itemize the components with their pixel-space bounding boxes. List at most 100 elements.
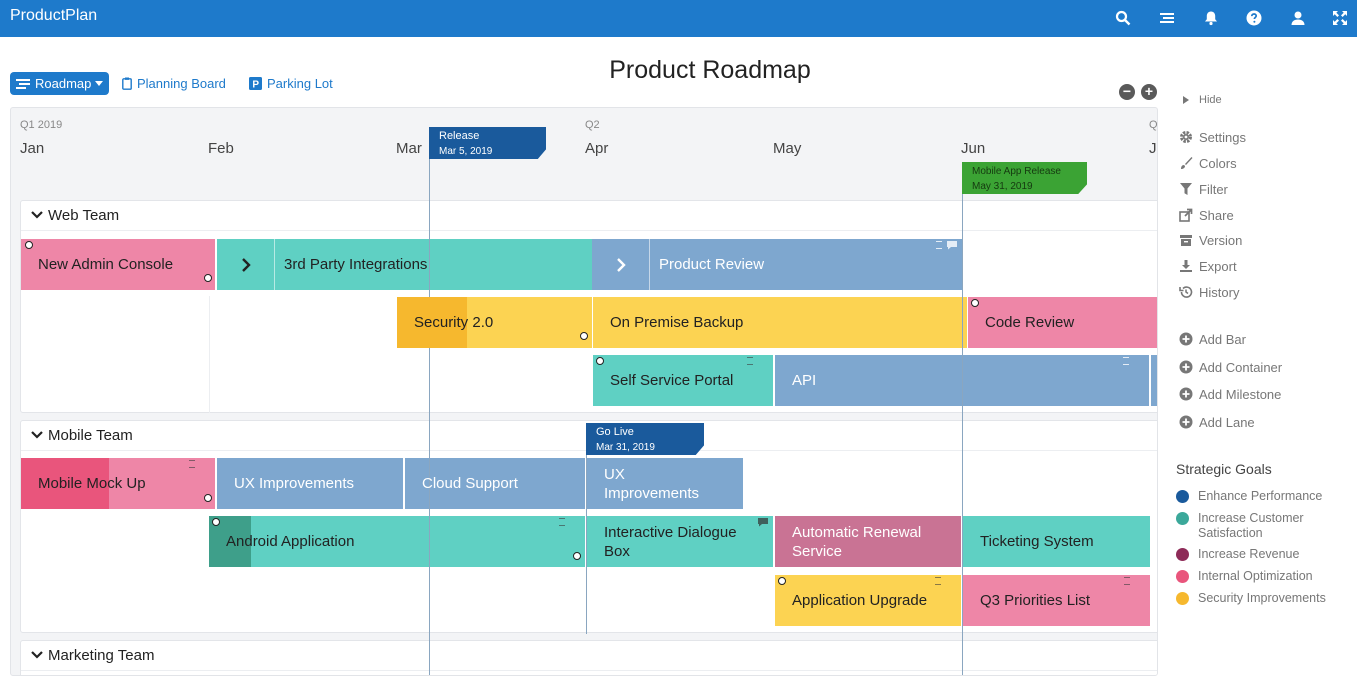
zoom-in-icon[interactable]: + <box>1141 84 1157 100</box>
top-bar: ProductPlan <box>0 0 1357 37</box>
comment-icon[interactable] <box>757 517 769 527</box>
bar-fragment <box>1151 355 1157 406</box>
connector-handle[interactable] <box>212 518 220 526</box>
add-lane-button[interactable]: Add Lane <box>1178 413 1255 431</box>
roadmap-bar[interactable]: Ticketing System <box>963 516 1150 567</box>
bar-menu-icon[interactable] <box>1124 577 1130 585</box>
lane-header[interactable]: Marketing Team <box>21 641 1157 671</box>
export-menu-item[interactable]: Export <box>1178 257 1237 275</box>
roadmap-container-bar[interactable]: 3rd Party Integrations <box>217 239 592 290</box>
filter-menu-item[interactable]: Filter <box>1178 180 1228 198</box>
roadmap-bar[interactable]: Self Service Portal <box>593 355 773 406</box>
roadmap-bar[interactable]: On Premise Backup <box>593 297 967 348</box>
milestone-line <box>962 180 963 675</box>
roadmap-bar[interactable]: Code Review <box>968 297 1157 348</box>
connector-handle[interactable] <box>573 552 581 560</box>
roadmap-bar[interactable]: Automatic Renewal Service <box>775 516 961 567</box>
bar-menu-icon[interactable] <box>559 518 565 526</box>
milestone-flag[interactable]: Mobile App Release May 31, 2019 <box>962 162 1087 194</box>
app-brand[interactable]: ProductPlan <box>10 7 98 24</box>
hide-panel-button[interactable]: Hide <box>1178 91 1222 109</box>
clipboard-icon <box>122 77 132 90</box>
history-menu-item[interactable]: History <box>1178 283 1239 301</box>
tab-roadmap[interactable]: Roadmap <box>10 72 110 95</box>
quarter-label: Q2 <box>585 119 600 131</box>
roadmap-container-bar[interactable]: Product Review <box>592 239 962 290</box>
goal-color-dot <box>1176 592 1189 605</box>
help-icon[interactable] <box>1245 9 1263 27</box>
lane-marketing-team: Marketing Team <box>20 640 1157 675</box>
chevron-down-icon[interactable] <box>30 428 44 442</box>
page-title: Product Roadmap <box>609 56 811 84</box>
bar-menu-icon[interactable] <box>747 357 753 365</box>
archive-icon <box>1178 233 1193 248</box>
search-icon[interactable] <box>1114 9 1132 27</box>
lane-title: Mobile Team <box>48 427 133 444</box>
month-label: Jun <box>961 140 986 157</box>
plus-circle-icon <box>1178 387 1193 402</box>
roadmap-bar[interactable]: Q3 Priorities List <box>963 575 1150 626</box>
settings-menu-item[interactable]: Settings <box>1178 128 1246 146</box>
chevron-down-icon[interactable] <box>30 208 44 222</box>
tab-parking-lot-label: Parking Lot <box>267 76 333 91</box>
quarter-label: Q <box>1149 119 1158 131</box>
progress-fill <box>397 297 467 348</box>
bar-menu-icon[interactable] <box>935 577 941 585</box>
roadmap-bar[interactable]: Cloud Support <box>405 458 585 509</box>
roadmap-bar[interactable]: Mobile Mock Up <box>21 458 215 509</box>
connector-handle[interactable] <box>596 357 604 365</box>
comment-icon[interactable] <box>946 240 958 250</box>
zoom-out-icon[interactable]: − <box>1119 84 1135 100</box>
milestone-date: Mar 5, 2019 <box>439 146 493 157</box>
goal-color-dot <box>1176 490 1189 503</box>
connector-handle[interactable] <box>971 299 979 307</box>
plus-circle-icon <box>1178 360 1193 375</box>
fullscreen-icon[interactable] <box>1331 9 1349 27</box>
roadmap-bar[interactable]: Android Application <box>209 516 585 567</box>
lane-title: Web Team <box>48 207 120 224</box>
roadmap-bar[interactable]: Security 2.0 <box>397 297 592 348</box>
connector-handle[interactable] <box>778 577 786 585</box>
roadmap-bar[interactable]: New Admin Console <box>21 239 215 290</box>
goal-color-dot <box>1176 512 1189 525</box>
milestone-flag[interactable]: Go Live Mar 31, 2019 <box>586 423 704 455</box>
bar-menu-icon[interactable] <box>1123 357 1129 365</box>
bar-menu-icon[interactable] <box>936 241 942 249</box>
milestone-date: Mar 31, 2019 <box>596 442 655 453</box>
gear-icon <box>1178 130 1193 145</box>
connector-handle[interactable] <box>204 274 212 282</box>
goal-legend-item: Enhance Performance <box>1176 489 1354 504</box>
roadmap-bar[interactable]: Interactive Dialogue Box <box>587 516 773 567</box>
connector-handle[interactable] <box>580 332 588 340</box>
list-icon[interactable] <box>1158 9 1176 27</box>
milestone-line <box>429 146 430 675</box>
roadmap-bar[interactable]: Application Upgrade <box>775 575 961 626</box>
chevron-down-icon[interactable] <box>30 648 44 662</box>
expand-container-button[interactable] <box>217 239 275 290</box>
roadmap-icon <box>16 78 30 90</box>
colors-menu-item[interactable]: Colors <box>1178 154 1237 172</box>
lane-title: Marketing Team <box>48 647 155 664</box>
share-menu-item[interactable]: Share <box>1178 206 1234 224</box>
connector-handle[interactable] <box>204 494 212 502</box>
caret-right-icon <box>1178 93 1193 108</box>
roadmap-bar[interactable]: UX Improvements <box>217 458 403 509</box>
lane-header[interactable]: Web Team <box>21 201 1157 231</box>
connector-handle[interactable] <box>25 241 33 249</box>
user-icon[interactable] <box>1289 9 1307 27</box>
month-label: Mar <box>396 140 422 157</box>
filter-icon <box>1178 182 1193 197</box>
expand-container-button[interactable] <box>592 239 650 290</box>
add-milestone-button[interactable]: Add Milestone <box>1178 385 1281 403</box>
month-label: May <box>773 140 802 157</box>
add-bar-button[interactable]: Add Bar <box>1178 330 1246 348</box>
milestone-flag[interactable]: Release Mar 5, 2019 <box>429 127 546 159</box>
add-container-button[interactable]: Add Container <box>1178 358 1282 376</box>
goal-color-dot <box>1176 570 1189 583</box>
version-menu-item[interactable]: Version <box>1178 231 1242 249</box>
bar-menu-icon[interactable] <box>189 460 195 468</box>
roadmap-bar[interactable]: UX Improvements <box>587 458 743 509</box>
bell-icon[interactable] <box>1202 9 1220 27</box>
tab-planning-board[interactable]: Planning Board <box>122 72 226 95</box>
tab-parking-lot[interactable]: P Parking Lot <box>249 72 333 95</box>
